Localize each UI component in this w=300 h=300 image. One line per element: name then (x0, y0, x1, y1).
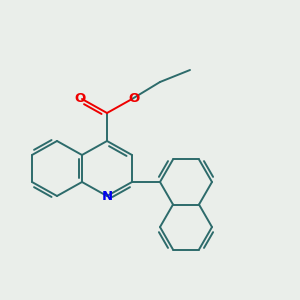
Text: O: O (74, 92, 86, 104)
Text: O: O (128, 92, 140, 104)
Text: N: N (101, 190, 112, 203)
